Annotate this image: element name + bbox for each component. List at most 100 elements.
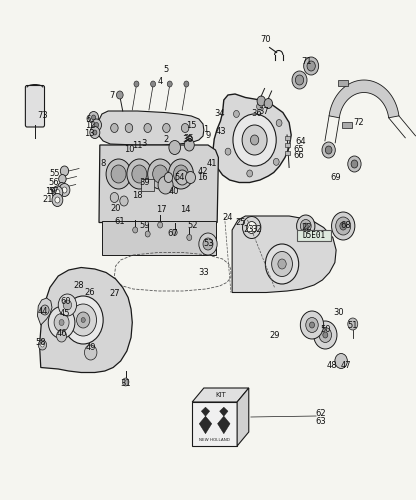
Circle shape	[127, 146, 139, 160]
Circle shape	[233, 110, 239, 117]
Circle shape	[59, 320, 64, 326]
Circle shape	[110, 192, 119, 202]
Circle shape	[176, 170, 188, 185]
Circle shape	[130, 149, 136, 157]
Text: 14: 14	[180, 204, 191, 214]
Text: 63: 63	[316, 416, 327, 426]
Polygon shape	[237, 388, 249, 446]
Text: 10: 10	[124, 146, 134, 154]
Text: 71: 71	[302, 56, 312, 66]
Circle shape	[111, 165, 126, 183]
Text: 53: 53	[203, 240, 214, 248]
Circle shape	[145, 231, 150, 237]
Text: 24: 24	[223, 213, 233, 222]
Text: 3: 3	[141, 139, 146, 148]
Circle shape	[322, 142, 335, 158]
Text: 59: 59	[139, 222, 150, 230]
Circle shape	[134, 81, 139, 87]
Text: 16: 16	[197, 173, 208, 182]
Text: 45: 45	[59, 310, 70, 318]
Circle shape	[243, 216, 261, 238]
Circle shape	[307, 61, 315, 71]
Circle shape	[77, 312, 90, 328]
Circle shape	[90, 126, 100, 138]
Circle shape	[325, 146, 332, 154]
Circle shape	[295, 75, 304, 85]
Circle shape	[323, 332, 328, 338]
Polygon shape	[329, 80, 399, 118]
Polygon shape	[102, 221, 216, 255]
Text: 38: 38	[183, 136, 193, 144]
Polygon shape	[218, 416, 230, 434]
Circle shape	[70, 304, 97, 336]
Text: 2: 2	[164, 136, 169, 144]
Text: 30: 30	[334, 308, 344, 317]
Text: 61: 61	[114, 216, 125, 226]
Text: 37: 37	[259, 106, 270, 116]
Text: 60: 60	[60, 296, 71, 306]
Circle shape	[55, 190, 60, 196]
Text: 67: 67	[167, 230, 178, 238]
Circle shape	[348, 156, 361, 172]
Circle shape	[310, 322, 314, 328]
Circle shape	[173, 165, 188, 183]
Text: 58: 58	[35, 338, 46, 347]
Circle shape	[125, 124, 133, 132]
Bar	[285, 136, 290, 140]
Circle shape	[158, 146, 171, 160]
Text: 48: 48	[327, 362, 337, 370]
Circle shape	[247, 222, 257, 234]
Bar	[285, 150, 290, 154]
Circle shape	[92, 115, 96, 120]
Circle shape	[340, 222, 347, 230]
Text: 46: 46	[56, 330, 67, 338]
Circle shape	[265, 244, 299, 284]
Circle shape	[52, 194, 63, 206]
Text: 70: 70	[260, 34, 271, 43]
Text: 44: 44	[37, 306, 48, 316]
Text: 25: 25	[235, 218, 246, 227]
Text: NEW HOLLAND: NEW HOLLAND	[199, 438, 230, 442]
Circle shape	[151, 81, 156, 87]
Circle shape	[57, 330, 67, 342]
Text: 20: 20	[110, 204, 121, 213]
Text: 27: 27	[109, 290, 120, 298]
Circle shape	[225, 148, 231, 155]
Circle shape	[335, 354, 347, 368]
Circle shape	[169, 140, 181, 154]
Polygon shape	[192, 388, 249, 402]
Circle shape	[292, 71, 307, 89]
Text: 40: 40	[168, 186, 179, 196]
Circle shape	[54, 314, 69, 332]
Text: 32: 32	[252, 224, 262, 234]
Circle shape	[203, 238, 213, 250]
Text: 64: 64	[295, 136, 306, 145]
FancyBboxPatch shape	[297, 230, 331, 240]
Circle shape	[62, 187, 67, 193]
Circle shape	[175, 146, 187, 160]
Circle shape	[172, 230, 177, 235]
Circle shape	[41, 305, 49, 315]
Text: 68: 68	[341, 222, 352, 230]
Text: 6: 6	[86, 114, 91, 124]
Text: 12: 12	[85, 122, 96, 130]
Text: 47: 47	[341, 362, 352, 370]
Circle shape	[38, 340, 47, 350]
Circle shape	[348, 318, 358, 330]
Text: 18: 18	[132, 190, 143, 200]
Circle shape	[332, 212, 355, 240]
Circle shape	[48, 306, 75, 338]
Polygon shape	[199, 416, 212, 434]
Text: 19: 19	[45, 186, 56, 196]
Circle shape	[167, 81, 172, 87]
Circle shape	[63, 300, 72, 310]
Circle shape	[300, 220, 311, 232]
Circle shape	[272, 252, 292, 276]
Circle shape	[144, 124, 151, 132]
Circle shape	[247, 170, 253, 177]
Circle shape	[187, 234, 192, 240]
Circle shape	[278, 259, 286, 269]
Polygon shape	[40, 268, 132, 372]
Text: 62: 62	[316, 410, 327, 418]
Circle shape	[273, 158, 279, 166]
